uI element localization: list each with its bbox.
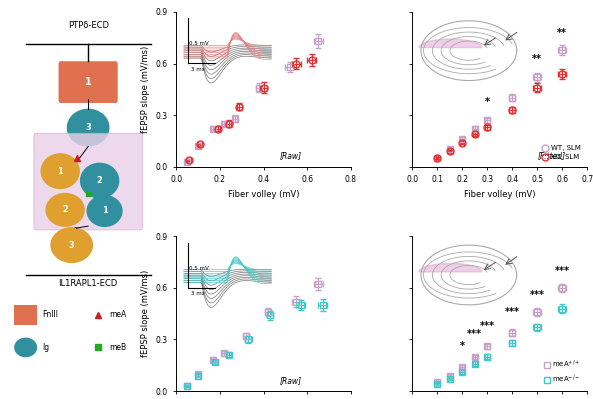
FancyBboxPatch shape <box>59 61 118 103</box>
Text: 2: 2 <box>62 205 68 214</box>
Text: *: * <box>460 342 465 352</box>
Text: **: ** <box>557 28 567 38</box>
Ellipse shape <box>50 227 93 263</box>
Ellipse shape <box>80 163 119 199</box>
Text: ***: *** <box>467 330 482 340</box>
Text: 3: 3 <box>69 241 75 250</box>
Text: [Raw]: [Raw] <box>280 376 302 385</box>
Text: Ig: Ig <box>42 343 49 352</box>
FancyBboxPatch shape <box>14 305 37 325</box>
Text: *: * <box>484 97 490 107</box>
X-axis label: Fiber volley (mV): Fiber volley (mV) <box>228 190 299 199</box>
Ellipse shape <box>87 195 123 227</box>
Y-axis label: fEPSP slope (mV/ms): fEPSP slope (mV/ms) <box>141 46 150 133</box>
X-axis label: Fiber volley (mV): Fiber volley (mV) <box>464 190 535 199</box>
Text: ***: *** <box>505 307 519 317</box>
Legend: WT, SLM, KO, SLM: WT, SLM, KO, SLM <box>539 142 584 163</box>
Text: PTPδ-ECD: PTPδ-ECD <box>68 22 109 30</box>
Text: 1: 1 <box>58 167 63 176</box>
Text: ***: *** <box>530 290 544 300</box>
Text: ***: *** <box>554 266 570 276</box>
Y-axis label: fEPSP slope (mV/ms): fEPSP slope (mV/ms) <box>141 270 150 357</box>
Text: [Fitted]: [Fitted] <box>538 152 566 160</box>
Text: 3: 3 <box>85 123 91 132</box>
Text: ***: *** <box>480 321 495 331</box>
Text: meA: meA <box>110 310 127 319</box>
Text: **: ** <box>532 53 542 63</box>
Text: IL1RAPL1-ECD: IL1RAPL1-ECD <box>59 279 118 288</box>
Text: FnIII: FnIII <box>42 310 58 319</box>
Text: meB: meB <box>110 343 127 352</box>
Ellipse shape <box>46 193 85 227</box>
Text: [Raw]: [Raw] <box>280 152 302 160</box>
Text: 1: 1 <box>85 77 91 87</box>
Ellipse shape <box>67 109 110 146</box>
Ellipse shape <box>40 153 80 189</box>
Ellipse shape <box>14 338 37 357</box>
FancyBboxPatch shape <box>34 133 142 230</box>
Legend: meA$^{+/+}$, meA$^{-/-}$: meA$^{+/+}$, meA$^{-/-}$ <box>541 356 584 387</box>
Text: 1: 1 <box>101 206 107 215</box>
Text: 2: 2 <box>97 176 103 185</box>
